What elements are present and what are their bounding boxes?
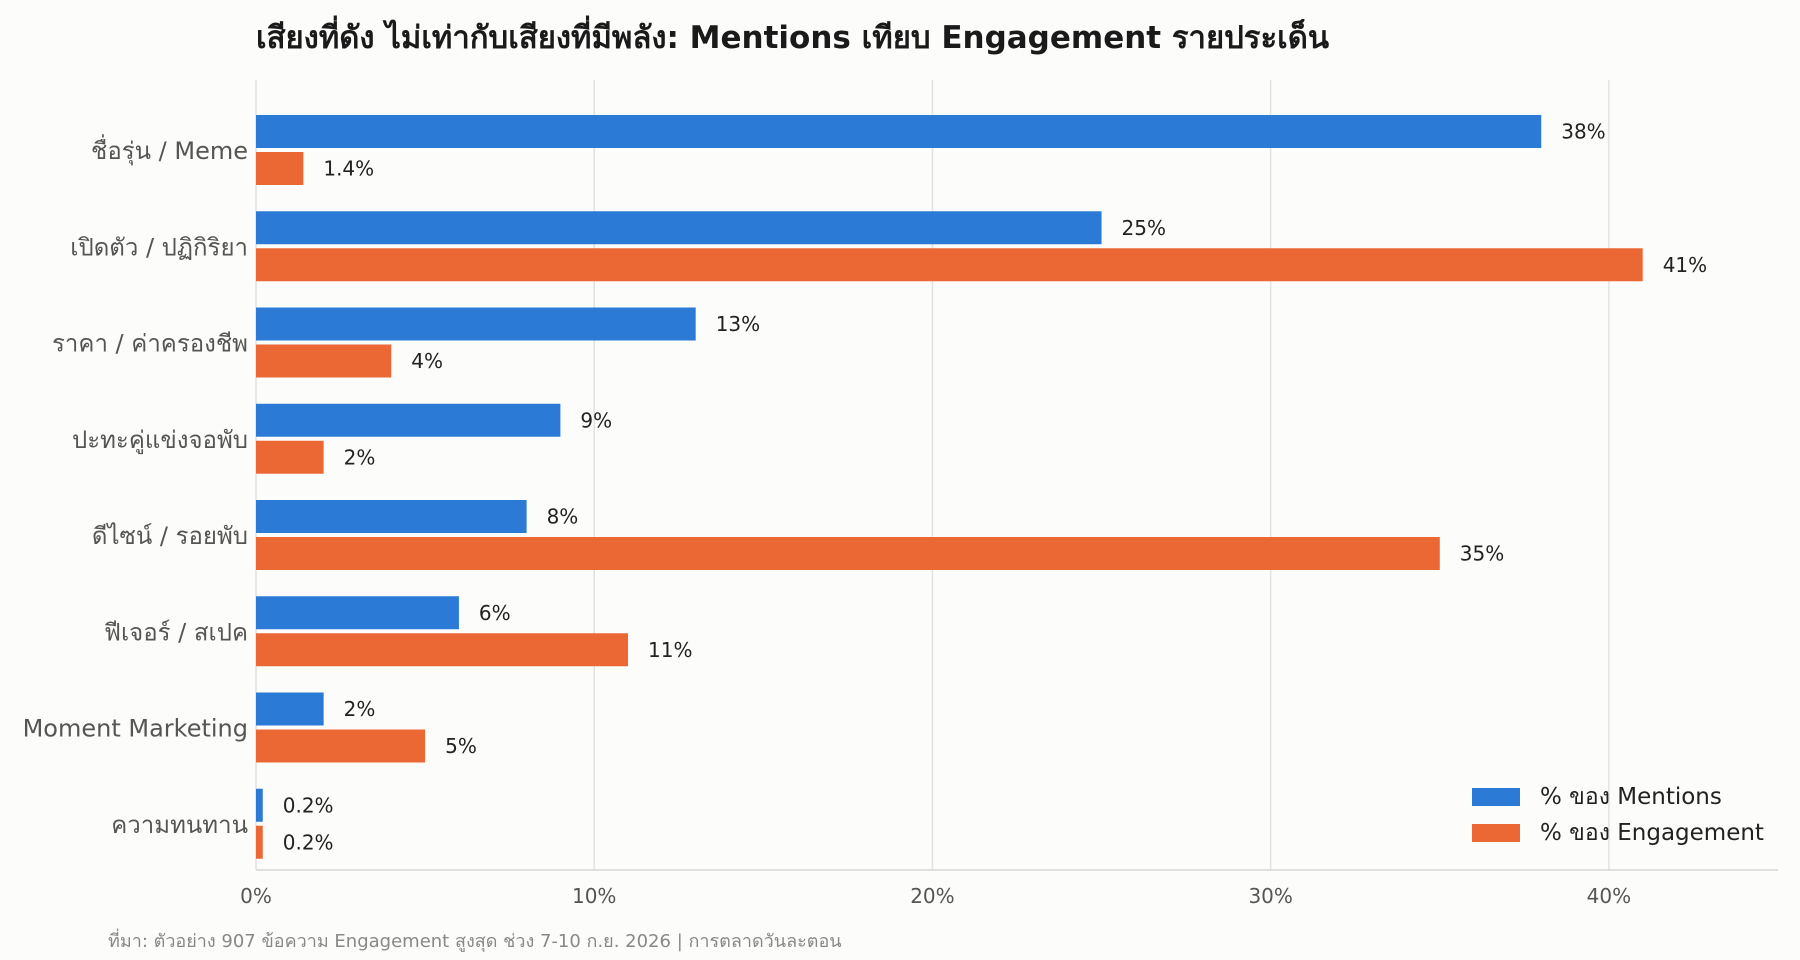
legend: % ของ Mentions % ของ Engagement: [1472, 784, 1764, 846]
data-label: 1.4%: [323, 157, 374, 181]
x-tick-label: 10%: [572, 884, 616, 908]
chart-title: เสียงที่ดัง ไม่เท่ากับเสียงที่มีพลัง: Me…: [256, 15, 1329, 56]
bar-engagement: [256, 344, 392, 378]
bar-mentions: [256, 596, 459, 630]
data-label: 9%: [580, 408, 612, 432]
category-label: ราคา / ค่าครองชีพ: [52, 330, 248, 358]
data-label: 6%: [479, 601, 511, 625]
bar-layer: [256, 115, 1643, 859]
data-label: 13%: [716, 312, 760, 336]
bar-engagement: [256, 729, 426, 763]
bar-mentions: [256, 692, 324, 726]
bar-mentions: [256, 211, 1102, 245]
x-tick-label: 40%: [1587, 884, 1631, 908]
legend-label: % ของ Mentions: [1540, 784, 1722, 810]
data-label: 41%: [1663, 253, 1707, 277]
bar-mentions: [256, 115, 1542, 148]
data-label: 8%: [547, 505, 579, 529]
bar-mentions: [256, 403, 561, 437]
bar-engagement: [256, 825, 263, 859]
legend-swatch: [1472, 824, 1520, 842]
x-tick-label: 0%: [240, 884, 272, 908]
bar-mentions: [256, 788, 263, 822]
category-label: เปิดตัว / ปฏิกิริยา: [70, 233, 248, 261]
source-note: ที่มา: ตัวอย่าง 907 ข้อความ Engagement ส…: [108, 928, 842, 952]
data-label: 0.2%: [283, 830, 334, 854]
data-label: 11%: [648, 638, 692, 662]
bar-mentions: [256, 307, 696, 341]
data-label: 25%: [1122, 216, 1166, 240]
legend-label: % ของ Engagement: [1540, 820, 1764, 846]
bar-engagement: [256, 248, 1643, 282]
label-layer: 0% 10% 20% 30% 40% ชื่อรุ่น / Meme 38% 1.4% เปิด…: [23, 120, 1708, 909]
category-label: ดีไซน์ / รอยพับ: [92, 522, 248, 550]
x-tick-label: 20%: [910, 884, 954, 908]
bar-engagement: [256, 440, 324, 474]
category-label: ปะทะคู่แข่งจอพับ: [72, 426, 248, 455]
category-label: ฟีเจอร์ / สเปค: [104, 618, 248, 646]
bar-engagement: [256, 537, 1440, 570]
legend-swatch: [1472, 788, 1520, 806]
data-label: 4%: [411, 349, 443, 373]
data-label: 35%: [1460, 542, 1504, 566]
data-label: 0.2%: [283, 793, 334, 817]
grid-layer: [255, 80, 1778, 871]
bar-engagement: [256, 152, 304, 185]
data-label: 5%: [445, 734, 477, 758]
category-label: ความทนทาน: [111, 811, 248, 839]
category-label: ชื่อรุ่น / Meme: [91, 134, 248, 166]
data-label: 2%: [344, 697, 376, 721]
bar-engagement: [256, 633, 629, 667]
bar-mentions: [256, 500, 527, 533]
category-label: Moment Marketing: [23, 715, 248, 743]
data-label: 38%: [1561, 120, 1605, 144]
data-label: 2%: [344, 445, 376, 469]
x-tick-label: 30%: [1248, 884, 1292, 908]
